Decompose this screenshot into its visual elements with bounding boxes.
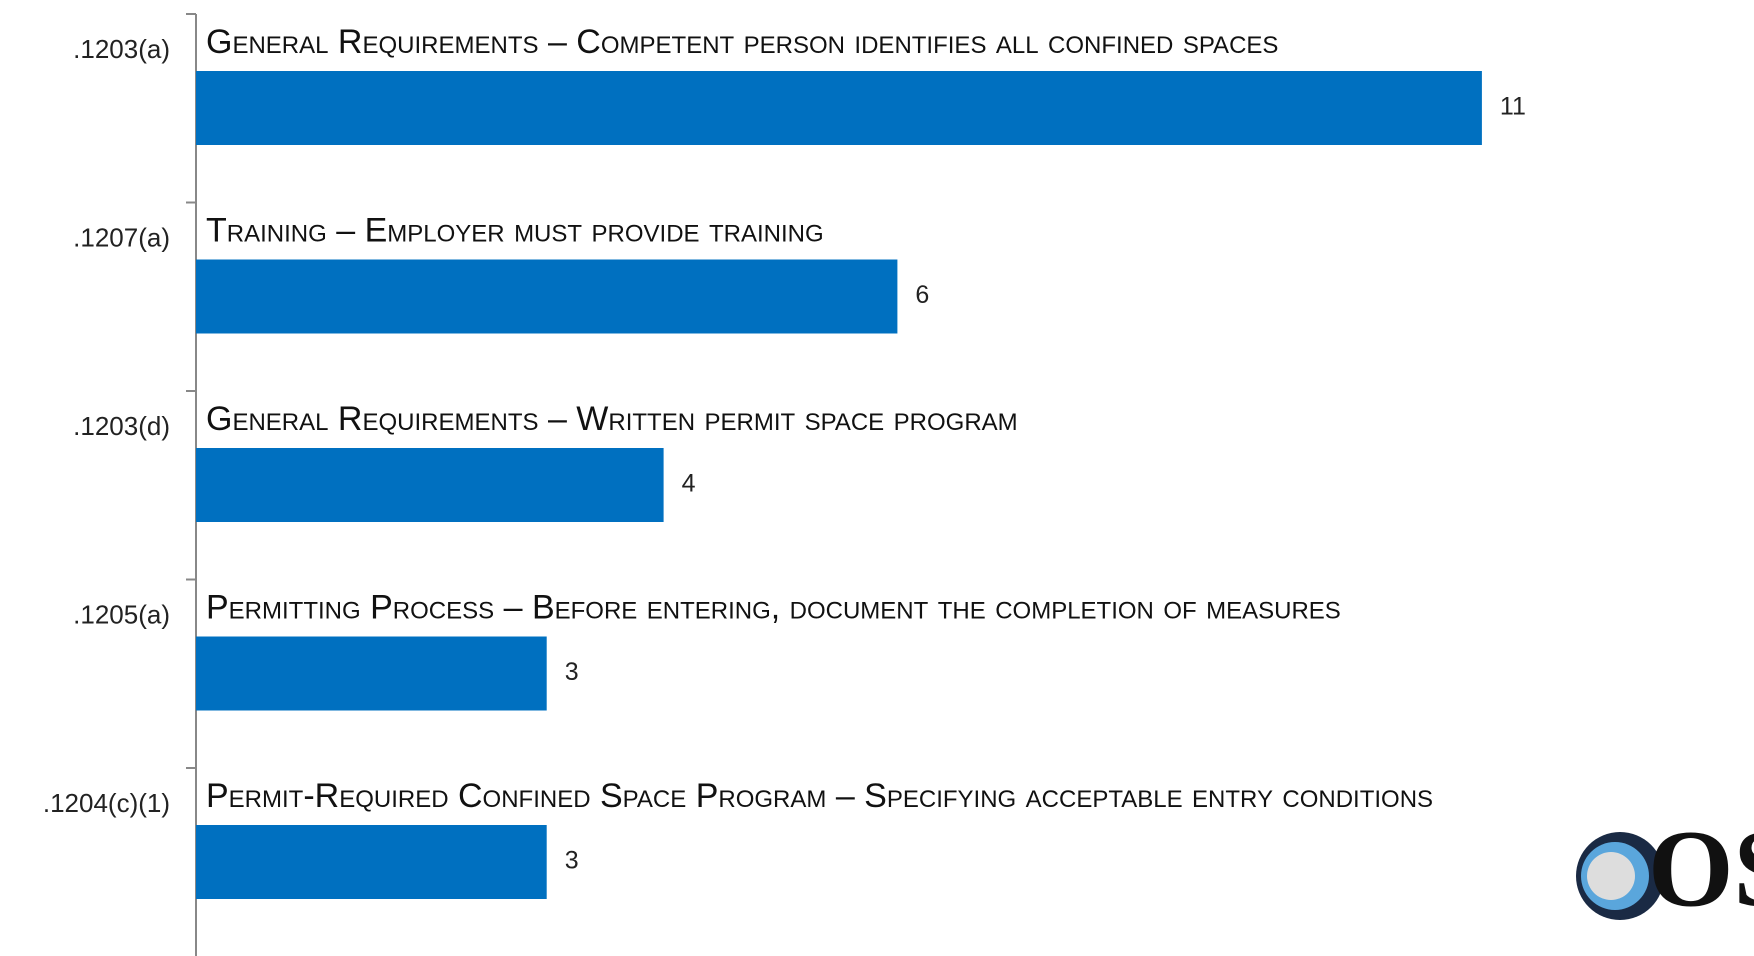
bar-description: Permit-Required Confined Space Program –…	[206, 777, 1433, 815]
bar	[196, 825, 547, 899]
bar	[196, 448, 664, 522]
bar	[196, 71, 1482, 145]
bar	[196, 259, 898, 334]
category-label: .1204(c)(1)	[43, 788, 170, 818]
bar	[196, 636, 547, 711]
logo: OSH	[1576, 807, 1754, 929]
value-label: 6	[915, 281, 929, 309]
value-label: 4	[682, 470, 696, 498]
category-label: .1205(a)	[73, 599, 170, 629]
logo-center	[1587, 852, 1635, 900]
category-label: .1203(a)	[73, 34, 170, 64]
value-label: 3	[565, 658, 579, 686]
bar-description: General Requirements – Competent person …	[206, 23, 1278, 61]
bar-description: Training – Employer must provide trainin…	[206, 211, 824, 249]
category-label: .1203(d)	[73, 411, 170, 441]
value-label: 11	[1500, 93, 1526, 121]
value-label: 3	[565, 847, 579, 875]
bar-description: Permitting Process – Before entering, do…	[206, 588, 1341, 626]
category-label: .1207(a)	[73, 222, 170, 252]
bar-description: General Requirements – Written permit sp…	[206, 400, 1018, 438]
logo-text: OSH	[1648, 807, 1754, 929]
